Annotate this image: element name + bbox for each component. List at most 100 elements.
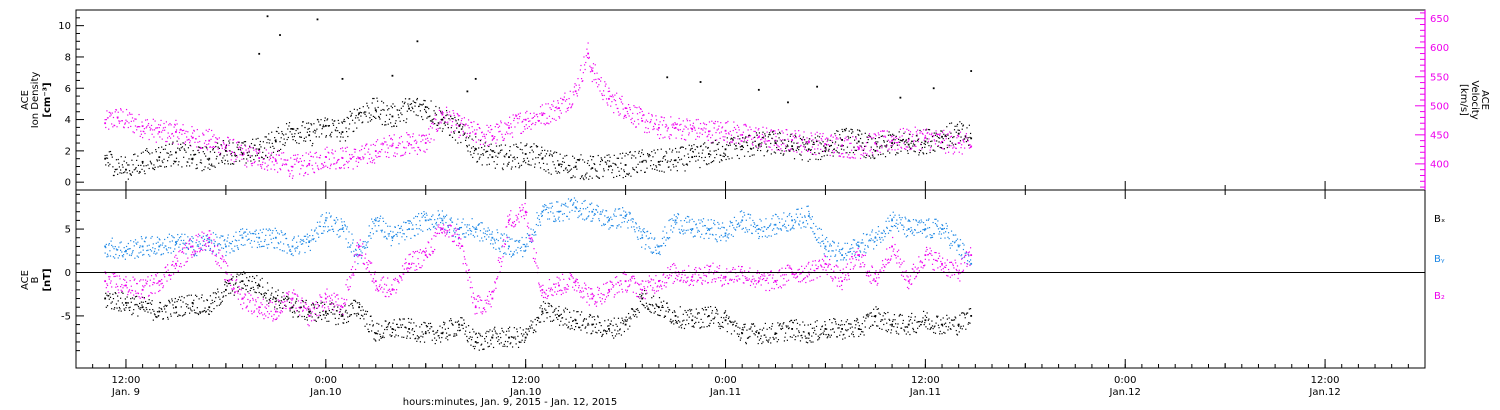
bfield-series0-sample	[304, 316, 305, 317]
bfield-series0-sample	[412, 328, 413, 329]
bfield-series1-sample	[279, 233, 280, 234]
velocity-series0-sample	[638, 123, 639, 124]
density-series0-sample	[106, 155, 107, 156]
velocity-series0-sample	[636, 126, 637, 127]
velocity-series0-sample	[662, 124, 663, 125]
velocity-series0-sample	[950, 136, 951, 137]
bfield-series0-sample	[324, 304, 325, 305]
bfield-series0-sample	[680, 325, 681, 326]
bfield-series1-sample	[118, 257, 119, 258]
bfield-series0-sample	[856, 320, 857, 321]
velocity-series0-sample	[438, 128, 439, 129]
bfield-series0-sample	[133, 313, 134, 314]
bfield-series0-sample	[944, 324, 945, 325]
velocity-series0-sample	[160, 125, 161, 126]
density-series0-sample	[698, 153, 699, 154]
bfield-series0-sample	[448, 335, 449, 336]
bfield-series0-sample	[823, 334, 824, 335]
density-series0-sample	[126, 162, 127, 163]
density-series0-sample	[566, 167, 567, 168]
velocity-series0-sample	[847, 139, 848, 140]
bfield-series0-sample	[165, 311, 166, 312]
density-series0-sample	[899, 142, 900, 143]
density-series0-sample	[967, 139, 968, 140]
bfield-series1-sample	[271, 242, 272, 243]
bfield-series0-sample	[301, 316, 302, 317]
bfield-series0-sample	[568, 326, 569, 327]
velocity-series0-sample	[368, 149, 369, 150]
bfield-series1-sample	[157, 242, 158, 243]
bfield-series0-sample	[245, 285, 246, 286]
bfield-series0-sample	[796, 328, 797, 329]
velocity-series0-sample	[503, 140, 504, 141]
density-series0-sample	[848, 137, 849, 138]
density-series0-sample	[865, 157, 866, 158]
bfield-series1-sample	[122, 256, 123, 257]
bfield-series0-sample	[742, 327, 743, 328]
bfield-series0-sample	[262, 278, 263, 279]
density-series0-sample	[473, 146, 474, 147]
density-series0-sample	[539, 162, 540, 163]
density-series0-sample	[920, 150, 921, 151]
density-series0-sample	[567, 172, 568, 173]
velocity-series0-sample	[469, 127, 470, 128]
bfield-series0-sample	[194, 312, 195, 313]
density-series0-sample	[538, 154, 539, 155]
bfield-series0-sample	[949, 322, 950, 323]
bfield-series0-sample	[904, 330, 905, 331]
density-series0-sample	[831, 145, 832, 146]
bfield-series0-sample	[893, 326, 894, 327]
bfield-series0-sample	[532, 327, 533, 328]
velocity-series0-sample	[883, 136, 884, 137]
bfield-series0-sample	[831, 322, 832, 323]
velocity-series0-sample	[680, 124, 681, 125]
density-series0-sample	[403, 120, 404, 121]
bfield-series1-sample	[155, 253, 156, 254]
bfield-series0-sample	[764, 334, 765, 335]
density-series0-sample	[650, 165, 651, 166]
density-series0-sample	[108, 165, 109, 166]
velocity-series0-sample	[893, 138, 894, 139]
density-series0-sample	[767, 151, 768, 152]
bfield-series1-sample	[314, 230, 315, 231]
density-series0-sample	[651, 151, 652, 152]
velocity-series0-sample	[461, 118, 462, 119]
bfield-series0-sample	[799, 324, 800, 325]
bfield-series0-sample	[356, 313, 357, 314]
bfield-series1-sample	[269, 235, 270, 236]
bfield-series0-sample	[758, 343, 759, 344]
density-series0-sample	[560, 164, 561, 165]
velocity-series0-sample	[868, 137, 869, 138]
bfield-series0-sample	[270, 294, 271, 295]
velocity-series0-sample	[517, 122, 518, 123]
velocity-series0-sample	[744, 140, 745, 141]
velocity-series0-sample	[692, 131, 693, 132]
velocity-series0-sample	[851, 150, 852, 151]
bfield-series1-sample	[149, 256, 150, 257]
density-series0-sample	[190, 145, 191, 146]
bfield-series0-sample	[180, 300, 181, 301]
bfield-series1-sample	[163, 253, 164, 254]
bfield-series1-sample	[124, 247, 125, 248]
velocity-series0-sample	[401, 155, 402, 156]
density-series0-sample	[661, 171, 662, 172]
bfield-series0-sample	[108, 295, 109, 296]
bfield-series1-sample	[240, 235, 241, 236]
bfield-series1-sample	[229, 242, 230, 243]
density-series0-sample	[432, 119, 433, 120]
bfield-series0-sample	[841, 320, 842, 321]
density-series0-sample	[325, 136, 326, 137]
density-series0-sample	[164, 166, 165, 167]
bfield-series0-sample	[936, 316, 937, 317]
bfield-series0-sample	[837, 327, 838, 328]
velocity-series0-sample	[811, 132, 812, 133]
density-series0-sample	[108, 162, 109, 163]
velocity-series0-sample	[627, 113, 628, 114]
velocity-series0-sample	[343, 165, 344, 166]
density-series0-sample	[589, 176, 590, 177]
density-series0-sample	[664, 155, 665, 156]
density-series0-sample	[627, 174, 628, 175]
bfield-series1-sample	[291, 253, 292, 254]
velocity-series0-sample	[248, 150, 249, 151]
density-series0-sample	[610, 157, 611, 158]
